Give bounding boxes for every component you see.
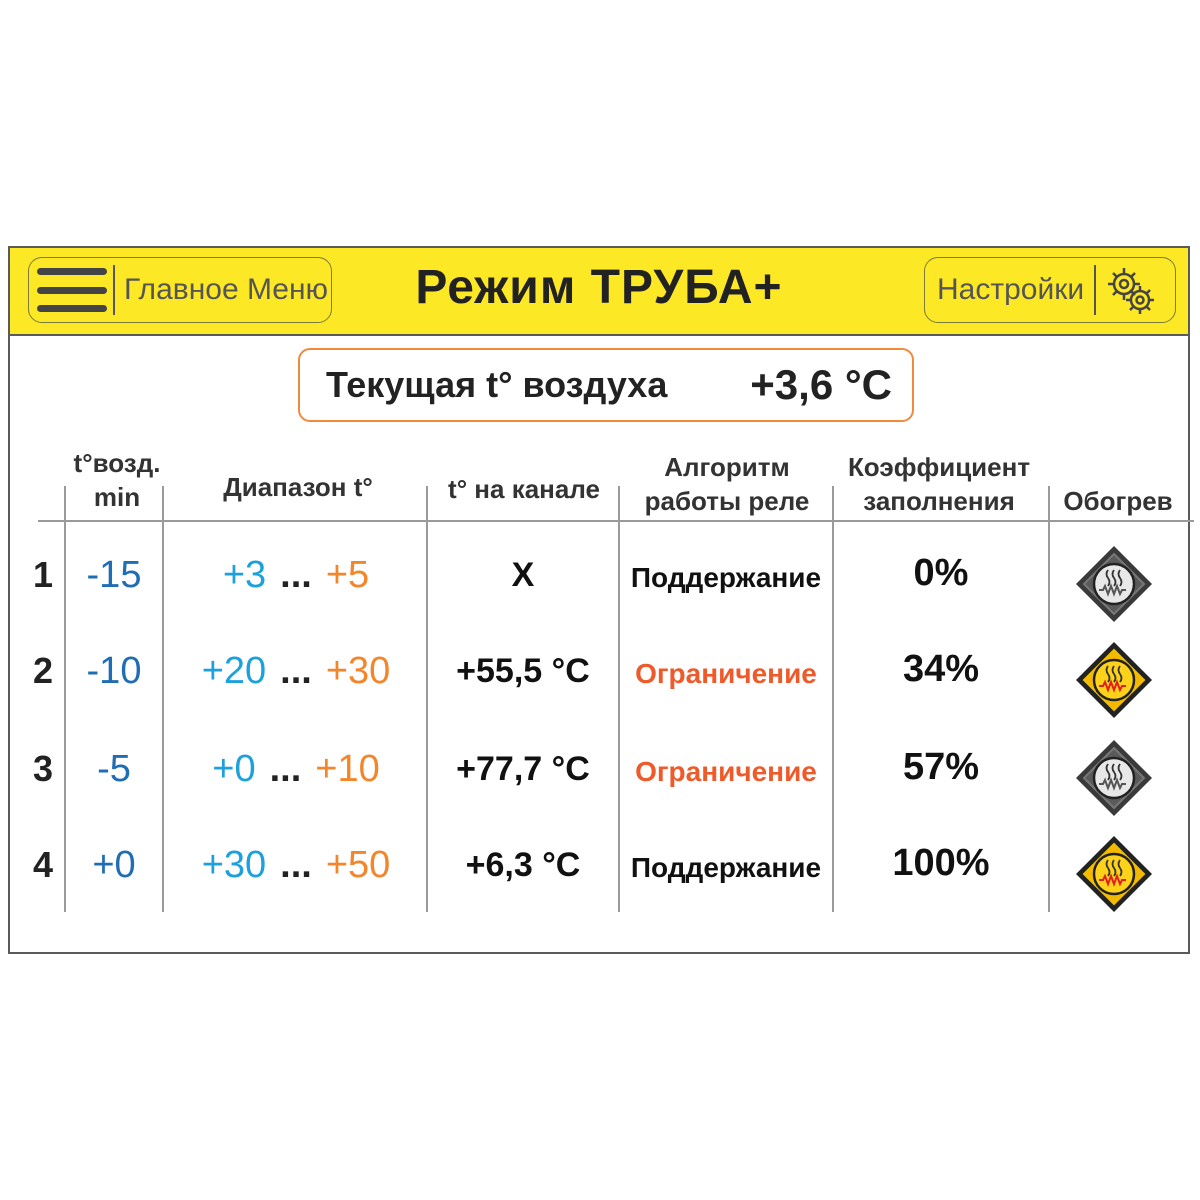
air-temp-value: +3,6 °C <box>750 361 892 408</box>
col-header-heating: Обогрев <box>1063 486 1173 516</box>
heater-diamond-icon <box>1076 836 1152 912</box>
channel-temp: +6,3 °C <box>465 846 581 884</box>
column-divider <box>162 486 164 912</box>
row-number: 2 <box>32 650 54 691</box>
main-menu-button[interactable]: Главное Меню <box>28 257 332 323</box>
col-header-channel: t° на канале <box>448 474 600 504</box>
settings-button[interactable]: Настройки <box>924 257 1176 323</box>
settings-label: Настройки <box>937 273 1085 306</box>
col-header-alg-line2: работы реле <box>644 486 810 516</box>
temp-range: +3... +5 <box>166 554 426 597</box>
hamburger-icon <box>37 265 107 315</box>
range-to: +5 <box>325 554 370 596</box>
row-number: 4 <box>32 844 54 885</box>
main-menu-label: Главное Меню <box>124 273 329 306</box>
divider <box>1094 265 1097 315</box>
column-divider <box>64 486 66 912</box>
fill-coefficient: 34% <box>902 648 980 690</box>
channel-temp: +77,7 °C <box>456 750 590 788</box>
heater-diamond-icon <box>1076 642 1152 718</box>
min-air-temp: -15 <box>86 554 142 596</box>
column-divider <box>1048 486 1050 912</box>
range-to: +50 <box>325 844 391 886</box>
air-temp-panel: Текущая t° воздуха +3,6 °C <box>298 348 914 422</box>
range-dots: ... <box>280 554 312 596</box>
temp-range: +0... +10 <box>166 748 426 791</box>
col-header-alg-line1: Алгоритм <box>664 452 790 482</box>
fill-coefficient: 57% <box>902 746 980 788</box>
page-title: Режим ТРУБА+ <box>415 261 783 314</box>
channel-temp: +55,5 °C <box>456 652 590 690</box>
row-number: 3 <box>32 748 54 789</box>
range-from: +0 <box>212 748 256 790</box>
col-header-range: Диапазон t° <box>223 472 373 502</box>
relay-algorithm: Поддержание <box>630 852 822 883</box>
fill-coefficient: 100% <box>892 842 990 884</box>
divider <box>113 265 115 315</box>
device-screen: Главное Меню Режим ТРУБА+ Настройки Теку… <box>8 246 1194 954</box>
range-from: +20 <box>201 650 267 692</box>
top-bar: Главное Меню Режим ТРУБА+ Настройки <box>10 248 1188 336</box>
col-header-coefficient: Коэффициент заполнения <box>832 450 1046 518</box>
gears-icon <box>1108 268 1155 314</box>
range-from: +30 <box>201 844 267 886</box>
range-to: +30 <box>325 650 391 692</box>
min-air-temp: -5 <box>97 748 131 790</box>
min-air-temp: -10 <box>86 650 142 692</box>
col-header-min-line2: min <box>93 482 141 512</box>
column-divider <box>618 486 620 912</box>
col-header-min-line1: t°возд. <box>73 448 161 478</box>
temp-range: +30... +50 <box>166 844 426 887</box>
temp-range: +20... +30 <box>166 650 426 693</box>
column-divider <box>426 486 428 912</box>
relay-algorithm: Ограничение <box>635 658 817 689</box>
relay-algorithm: Поддержание <box>630 562 822 593</box>
col-header-min: t°возд. min <box>58 446 176 514</box>
range-dots: ... <box>280 844 312 886</box>
range-to: +10 <box>315 748 380 790</box>
range-dots: ... <box>280 650 312 692</box>
min-air-temp: +0 <box>92 844 136 886</box>
row-number: 1 <box>32 554 54 595</box>
col-header-coef-line2: заполнения <box>863 486 1015 516</box>
heater-diamond-icon <box>1076 740 1152 816</box>
air-temp-label: Текущая t° воздуха <box>326 364 668 405</box>
fill-coefficient: 0% <box>913 552 969 594</box>
column-divider <box>832 486 834 912</box>
header-divider <box>38 520 1194 522</box>
range-dots: ... <box>269 748 302 790</box>
channel-temp: X <box>511 556 535 594</box>
col-header-coef-line1: Коэффициент <box>847 452 1031 482</box>
range-from: +3 <box>222 554 267 596</box>
col-header-algorithm: Алгоритм работы реле <box>620 450 834 518</box>
heater-diamond-icon <box>1076 546 1152 622</box>
relay-algorithm: Ограничение <box>635 756 817 787</box>
